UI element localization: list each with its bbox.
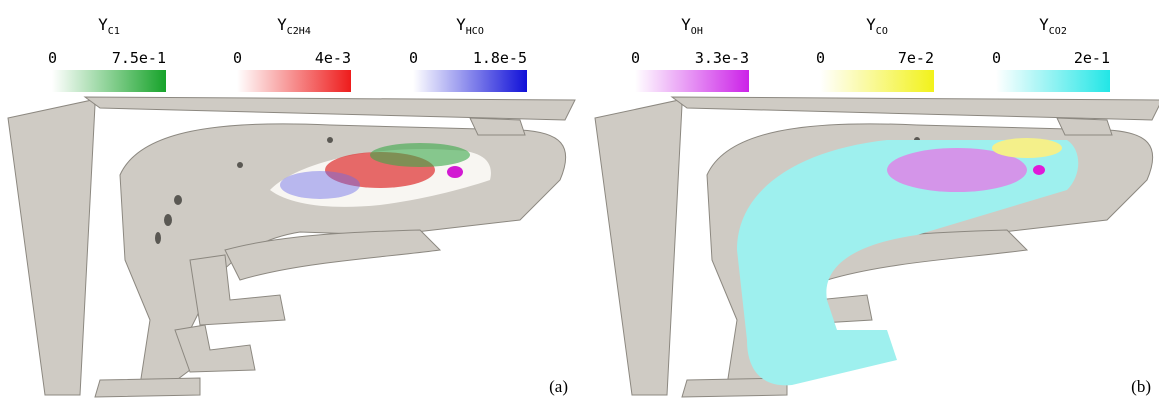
colorbar-title: YC1: [98, 15, 120, 37]
colorbar-min: 0: [631, 49, 640, 67]
panel-a-geometry: [8, 97, 575, 397]
colorbar-max: 7.5e-1: [112, 49, 166, 67]
c1-region: [370, 143, 470, 167]
subscript: CO: [876, 26, 888, 37]
colorbar-min: 0: [48, 49, 57, 67]
subscript: HCO: [466, 26, 484, 37]
subscript: OH: [691, 26, 703, 37]
symbol: Y: [681, 15, 691, 34]
symbol: Y: [866, 15, 876, 34]
symbol: Y: [98, 15, 108, 34]
symbol: Y: [277, 15, 287, 34]
colorbar: [413, 70, 527, 92]
colorbar-min: 0: [233, 49, 242, 67]
hco-region: [280, 171, 360, 199]
oh-spot: [1033, 165, 1045, 175]
symbol: Y: [1039, 15, 1049, 34]
panel-label: (b): [1131, 377, 1151, 396]
subscript: C1: [108, 26, 120, 37]
colorbar-min: 0: [992, 49, 1001, 67]
figure: (a)YC107.5e-1YC2H404e-3YHCO01.8e-5(b)YOH…: [0, 0, 1159, 403]
oh-spot: [447, 166, 463, 178]
colorbar-max: 2e-1: [1074, 49, 1110, 67]
colorbar: [996, 70, 1110, 92]
colorbar-title: YCO: [866, 15, 888, 37]
colorbar-min: 0: [409, 49, 418, 67]
colorbar-max: 1.8e-5: [473, 49, 527, 67]
symbol: Y: [456, 15, 466, 34]
colorbar-max: 3.3e-3: [695, 49, 749, 67]
colorbar: [237, 70, 351, 92]
combustor-model: [8, 97, 575, 397]
colorbar-title: YHCO: [456, 15, 484, 37]
subscript: CO2: [1049, 26, 1067, 37]
panel-b-geometry: [595, 97, 1159, 397]
colorbar-title: YCO2: [1039, 15, 1067, 37]
colorbar-max: 7e-2: [898, 49, 934, 67]
colorbar-title: YC2H4: [277, 15, 311, 37]
colorbar-min: 0: [816, 49, 825, 67]
colorbar-title: YOH: [681, 15, 703, 37]
subscript: C2H4: [287, 26, 311, 37]
panel-label: (a): [549, 377, 568, 396]
colorbar: [52, 70, 166, 92]
colorbar-max: 4e-3: [315, 49, 351, 67]
colorbar: [820, 70, 934, 92]
colorbar: [635, 70, 749, 92]
co-region: [992, 138, 1062, 158]
